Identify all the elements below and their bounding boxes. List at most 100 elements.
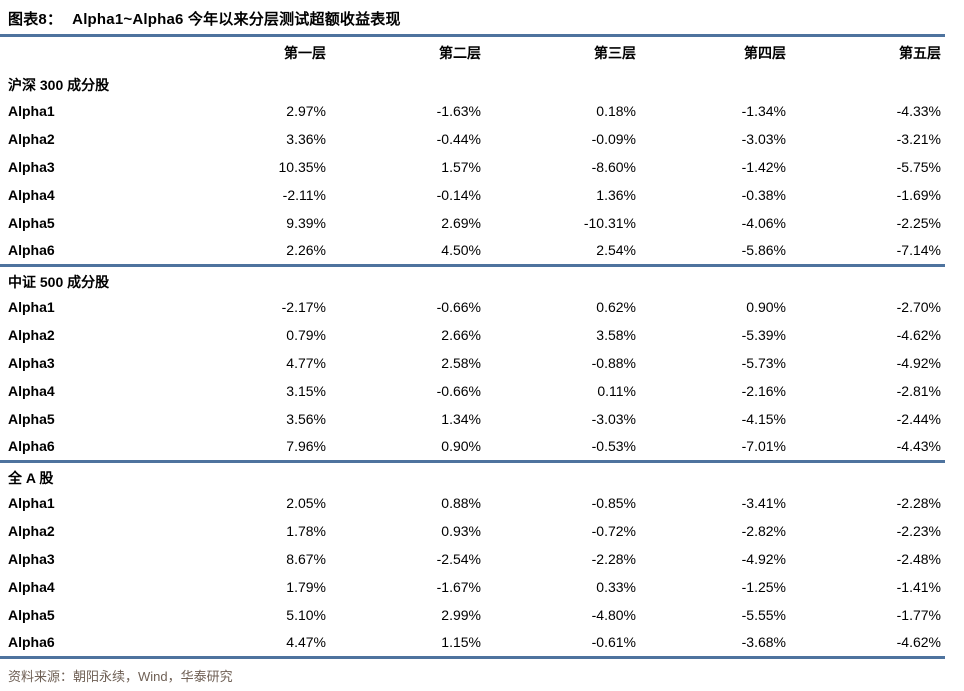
row-label: Alpha3 xyxy=(8,551,55,567)
table-cell: -1.67% xyxy=(436,579,481,595)
table-cell: 0.79% xyxy=(286,327,326,343)
table-cell: -0.66% xyxy=(436,383,481,399)
table-cell: 0.11% xyxy=(597,383,636,399)
table-cell: 2.58% xyxy=(441,355,481,371)
table-cell: 2.26% xyxy=(210,237,330,267)
row-label: Alpha3 xyxy=(8,355,55,371)
table-cell: -4.15% xyxy=(741,411,786,427)
table-cell: -1.41% xyxy=(896,579,941,595)
table-cell: 4.77% xyxy=(286,355,326,371)
table-cell: -7.14% xyxy=(790,237,945,267)
table-cell: 2.05% xyxy=(286,495,326,511)
table-cell: 1.79% xyxy=(286,579,326,595)
table-cell: -5.86% xyxy=(640,237,790,267)
table-cell: 3.15% xyxy=(286,383,326,399)
table-cell: -2.16% xyxy=(741,383,786,399)
table-row: Alpha2 0.79% 2.66% 3.58% -5.39% -4.62% xyxy=(0,321,945,349)
table-cell: -4.43% xyxy=(790,433,945,463)
table-cell: -0.66% xyxy=(436,299,481,315)
row-label: Alpha3 xyxy=(8,159,55,175)
section-header-row: 沪深 300 成分股 xyxy=(0,69,945,97)
table-cell: -2.11% xyxy=(282,187,326,203)
row-label-column-header xyxy=(0,37,210,69)
table-cell: -2.28% xyxy=(591,551,636,567)
table-cell: -5.39% xyxy=(741,327,786,343)
table-cell: 0.90% xyxy=(746,299,786,315)
section-header-row: 中证 500 成分股 xyxy=(0,265,945,293)
row-label: Alpha1 xyxy=(8,103,55,119)
table-cell: -1.34% xyxy=(741,103,786,119)
column-header: 第一层 xyxy=(284,45,326,61)
table-cell: -2.81% xyxy=(896,383,941,399)
table-cell: -4.62% xyxy=(896,327,941,343)
table-cell: 3.36% xyxy=(286,131,326,147)
table-cell: 2.66% xyxy=(441,327,481,343)
figure-title: 图表8： Alpha1~Alpha6 今年以来分层测试超额收益表现 xyxy=(0,0,964,34)
table-cell: 2.69% xyxy=(441,215,481,231)
table-cell: 8.67% xyxy=(286,551,326,567)
table-cell: -0.09% xyxy=(591,131,636,147)
table-row: Alpha1 -2.17% -0.66% 0.62% 0.90% -2.70% xyxy=(0,293,945,321)
table-cell: 2.99% xyxy=(441,607,481,623)
table-cell: -3.41% xyxy=(741,495,786,511)
table-row: Alpha1 2.97% -1.63% 0.18% -1.34% -4.33% xyxy=(0,97,945,125)
table-cell: 0.18% xyxy=(596,103,636,119)
title-rule xyxy=(0,34,945,37)
row-label: Alpha1 xyxy=(8,495,55,511)
table-cell: 10.35% xyxy=(278,159,326,175)
alpha-returns-table: 第一层 第二层 第三层 第四层 第五层 沪深 300 成分股 Alpha1 2.97% -1.… xyxy=(0,37,945,659)
table-cell: -4.06% xyxy=(741,215,786,231)
row-label: Alpha2 xyxy=(8,327,55,343)
table-cell: -2.44% xyxy=(896,411,941,427)
table-row: Alpha5 9.39% 2.69% -10.31% -4.06% -2.25% xyxy=(0,209,945,237)
table-row: Alpha4 -2.11% -0.14% 1.36% -0.38% -1.69% xyxy=(0,181,945,209)
table-row: Alpha3 10.35% 1.57% -8.60% -1.42% -5.75% xyxy=(0,153,945,181)
table-cell: 4.50% xyxy=(330,237,485,267)
table-row: Alpha4 3.15% -0.66% 0.11% -2.16% -2.81% xyxy=(0,377,945,405)
table-cell: -4.92% xyxy=(896,355,941,371)
table-cell: -4.33% xyxy=(896,103,941,119)
table-cell: 0.90% xyxy=(330,433,485,463)
row-label: Alpha6 xyxy=(0,433,210,463)
row-label: Alpha5 xyxy=(8,607,55,623)
table-cell: -2.82% xyxy=(741,523,786,539)
table-cell: 4.47% xyxy=(210,629,330,659)
table-cell: -5.55% xyxy=(741,607,786,623)
table-cell: -0.85% xyxy=(591,495,636,511)
table-cell: 5.10% xyxy=(286,607,326,623)
table-cell: -4.92% xyxy=(741,551,786,567)
source-note: 资料来源：朝阳永续，Wind，华泰研究 xyxy=(8,668,233,684)
figure-title-text: Alpha1~Alpha6 今年以来分层测试超额收益表现 xyxy=(72,11,401,28)
table-cell: 9.39% xyxy=(286,215,326,231)
table-cell: -0.14% xyxy=(436,187,481,203)
table-cell: -1.42% xyxy=(741,159,786,175)
table-row: Alpha5 3.56% 1.34% -3.03% -4.15% -2.44% xyxy=(0,405,945,433)
table-cell: -2.23% xyxy=(896,523,941,539)
table-cell: 2.54% xyxy=(485,237,640,267)
table-cell: -3.21% xyxy=(896,131,941,147)
table-cell: -5.73% xyxy=(741,355,786,371)
column-header: 第二层 xyxy=(439,45,481,61)
table-row: Alpha5 5.10% 2.99% -4.80% -5.55% -1.77% xyxy=(0,601,945,629)
table-cell: -4.62% xyxy=(790,629,945,659)
table-cell: -2.28% xyxy=(896,495,941,511)
column-header: 第四层 xyxy=(744,45,786,61)
row-label: Alpha4 xyxy=(8,187,55,203)
table-row: Alpha3 8.67% -2.54% -2.28% -4.92% -2.48% xyxy=(0,545,945,573)
section-header: 全 A 股 xyxy=(8,469,54,486)
table-cell: -1.77% xyxy=(896,607,941,623)
table-cell: -1.25% xyxy=(741,579,786,595)
table-cell: 0.33% xyxy=(596,579,636,595)
table-row: Alpha6 2.26% 4.50% 2.54% -5.86% -7.14% xyxy=(0,237,945,267)
table-cell: -3.68% xyxy=(640,629,790,659)
table-cell: -10.31% xyxy=(583,215,636,231)
table-cell: 1.78% xyxy=(286,523,326,539)
row-label: Alpha5 xyxy=(8,411,55,427)
table-row: Alpha2 3.36% -0.44% -0.09% -3.03% -3.21% xyxy=(0,125,945,153)
section-header: 沪深 300 成分股 xyxy=(8,77,110,93)
table-cell: -1.63% xyxy=(436,103,481,119)
table-row: Alpha6 7.96% 0.90% -0.53% -7.01% -4.43% xyxy=(0,433,945,463)
table-cell: 7.96% xyxy=(210,433,330,463)
table-cell: -2.48% xyxy=(896,551,941,567)
row-label: Alpha1 xyxy=(8,299,55,315)
